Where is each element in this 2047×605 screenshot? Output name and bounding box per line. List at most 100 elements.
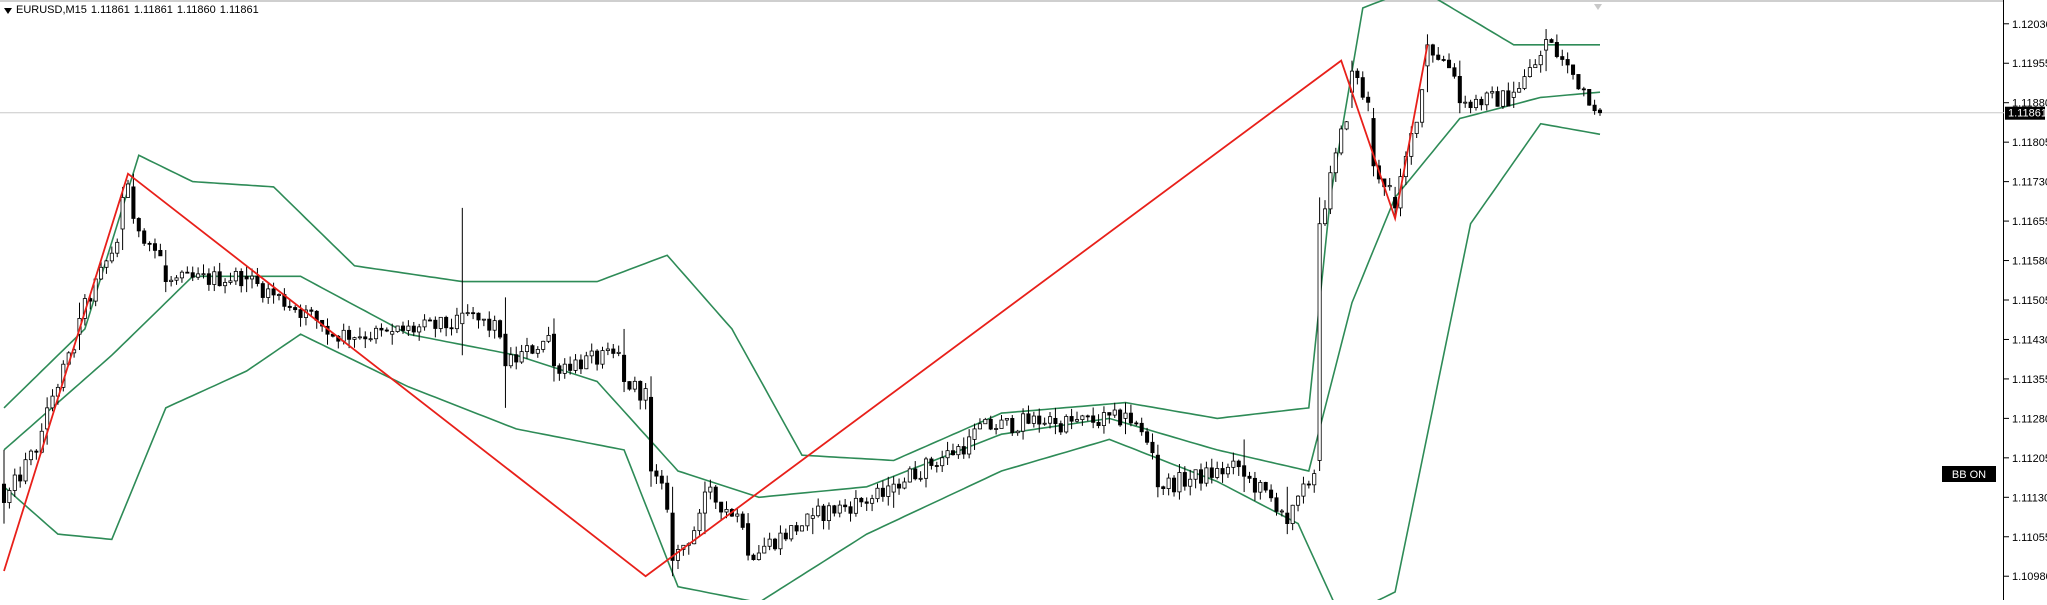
candle-body bbox=[1312, 473, 1317, 486]
candle bbox=[212, 266, 217, 292]
candle bbox=[1544, 29, 1549, 72]
candle-body bbox=[190, 272, 195, 278]
candle-body bbox=[179, 271, 184, 279]
candle-body bbox=[1242, 465, 1247, 477]
candle-body bbox=[266, 288, 271, 298]
candle bbox=[45, 397, 50, 445]
candle-body bbox=[1274, 497, 1279, 512]
bollinger-bands bbox=[3, 0, 1601, 605]
candle-body bbox=[276, 294, 282, 296]
candle-body bbox=[832, 505, 837, 514]
candle-body bbox=[934, 465, 939, 467]
candle-body bbox=[1371, 118, 1376, 167]
candle bbox=[390, 323, 395, 345]
candle bbox=[789, 525, 794, 542]
candle bbox=[859, 497, 864, 508]
candle bbox=[438, 316, 443, 333]
candle-body bbox=[524, 345, 530, 353]
candle bbox=[147, 241, 152, 252]
candle-body bbox=[357, 336, 362, 339]
candle-body bbox=[767, 538, 772, 547]
collapse-triangle-icon[interactable] bbox=[4, 7, 12, 14]
candle bbox=[1037, 408, 1042, 433]
candle bbox=[481, 318, 486, 327]
candle bbox=[1123, 402, 1128, 435]
candle-body bbox=[1565, 59, 1570, 66]
candle-body bbox=[568, 363, 573, 371]
candle bbox=[1344, 121, 1349, 131]
candle bbox=[1215, 461, 1220, 480]
candle bbox=[1339, 125, 1344, 156]
candle bbox=[649, 376, 654, 487]
y-tick-label: 1.11430 bbox=[2012, 334, 2047, 346]
candle-body bbox=[627, 381, 632, 390]
current-price-tag: 1.11861 bbox=[2005, 106, 2047, 120]
candle bbox=[611, 343, 616, 359]
candle-body bbox=[1021, 413, 1026, 432]
candle bbox=[1069, 408, 1074, 430]
candle-body bbox=[1101, 412, 1106, 426]
candle bbox=[400, 321, 406, 334]
candle-body bbox=[1096, 421, 1101, 426]
candle-body bbox=[223, 282, 228, 287]
candle-body bbox=[1322, 208, 1328, 225]
candle bbox=[832, 504, 837, 517]
candle bbox=[810, 507, 815, 535]
candle bbox=[260, 281, 265, 303]
candle bbox=[23, 452, 28, 485]
candle bbox=[152, 238, 157, 259]
candle-body bbox=[492, 320, 497, 331]
candle-body bbox=[1225, 466, 1230, 475]
candle-body bbox=[1037, 415, 1042, 425]
candle bbox=[902, 477, 907, 490]
candle-body bbox=[1118, 409, 1123, 426]
candle bbox=[897, 478, 902, 495]
candle-body bbox=[1366, 96, 1371, 103]
candle bbox=[670, 486, 675, 577]
candle-body bbox=[1457, 75, 1462, 104]
candle bbox=[1301, 476, 1306, 504]
candle-body bbox=[1430, 44, 1435, 56]
bb-on-badge[interactable]: BB ON bbox=[1942, 466, 1996, 482]
candle bbox=[465, 304, 470, 317]
candle-body bbox=[1145, 431, 1150, 443]
candle bbox=[352, 336, 357, 348]
candle-body bbox=[1112, 409, 1117, 416]
candle-body bbox=[1328, 172, 1333, 210]
candle bbox=[983, 417, 988, 425]
candle bbox=[508, 347, 513, 369]
candle bbox=[1479, 96, 1484, 111]
candle bbox=[578, 354, 583, 374]
candle bbox=[1576, 74, 1581, 90]
candle bbox=[1021, 408, 1026, 440]
candle bbox=[1150, 433, 1155, 460]
candle bbox=[1112, 402, 1117, 418]
candle bbox=[282, 288, 287, 311]
candle-body bbox=[1538, 55, 1543, 66]
candle bbox=[864, 497, 869, 511]
candle bbox=[109, 246, 114, 264]
candle bbox=[1, 449, 7, 524]
candle-body bbox=[1026, 413, 1031, 424]
candle bbox=[1209, 458, 1214, 484]
candle-body bbox=[692, 530, 697, 545]
candle bbox=[379, 323, 384, 337]
candle-body bbox=[1355, 70, 1360, 79]
candle-body bbox=[541, 340, 546, 350]
candle-body bbox=[519, 351, 524, 363]
candle bbox=[913, 461, 918, 481]
candle-body bbox=[1495, 91, 1500, 107]
candle bbox=[1096, 414, 1101, 429]
candle bbox=[746, 513, 751, 561]
candle-body bbox=[363, 336, 368, 340]
shift-marker-icon[interactable] bbox=[1594, 4, 1602, 10]
candle bbox=[471, 306, 476, 320]
candle-body bbox=[1420, 89, 1425, 123]
y-tick-label: 1.12030 bbox=[2012, 19, 2047, 31]
candle-body bbox=[255, 275, 260, 284]
candle bbox=[589, 343, 594, 364]
candle-body bbox=[1177, 472, 1182, 493]
candle-body bbox=[902, 481, 907, 489]
candle-body bbox=[1597, 109, 1603, 114]
